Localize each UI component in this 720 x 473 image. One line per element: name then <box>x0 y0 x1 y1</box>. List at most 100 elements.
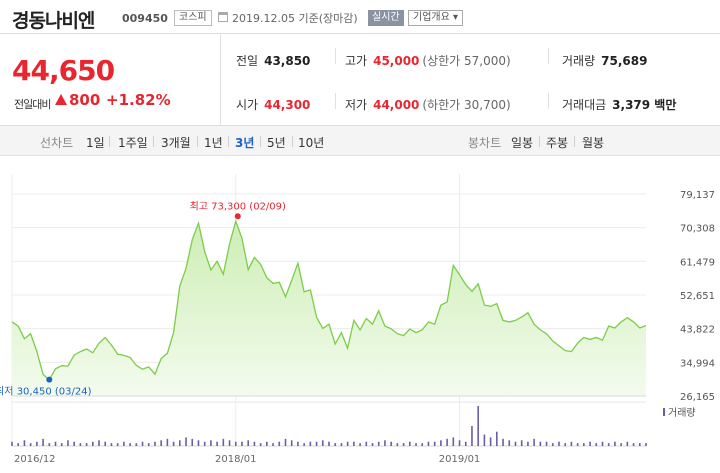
period-separator <box>153 136 154 147</box>
date-basis: 2019.12.05 기준(장마감) <box>232 12 358 25</box>
price-chart[interactable]: 79,137 70,308 61,479 52,651 43,822 34,994 26,1… <box>0 156 720 473</box>
period-3month[interactable]: 3개월 <box>161 136 191 150</box>
company-name[interactable]: 경동나비엔 <box>12 10 95 32</box>
company-info-dropdown[interactable]: 기업개요 ▾ <box>408 10 464 26</box>
period-10year[interactable]: 10년 <box>298 136 325 150</box>
volume-bar <box>321 440 324 446</box>
volume-legend-label: 거래량 <box>668 407 696 419</box>
volume-bar <box>42 438 44 446</box>
volume-bar <box>135 443 138 446</box>
high-annotation: 최고 73,300 (02/09) <box>190 200 286 212</box>
volume-bar <box>297 441 299 446</box>
high-value: 45,000 <box>373 54 420 68</box>
volume-bar <box>328 441 330 446</box>
volume-bar <box>48 443 51 446</box>
y-tick-label: 61,479 <box>680 257 715 268</box>
volume-bar <box>427 441 430 446</box>
company-info-label: 기업개요 <box>413 12 450 23</box>
candle-weekly[interactable]: 주봉 <box>546 136 569 150</box>
volume-bar <box>79 443 82 446</box>
trade-amount-value: 3,379 백만 <box>612 98 677 112</box>
y-tick-label: 70,308 <box>680 224 715 235</box>
volume-bar <box>533 438 535 446</box>
volume-bar <box>98 440 100 446</box>
volume-bar <box>284 438 287 446</box>
volume-bar <box>11 441 13 446</box>
volume-bar <box>384 440 386 446</box>
volume-bar <box>558 441 560 446</box>
period-5year[interactable]: 5년 <box>267 136 286 150</box>
volume-bar <box>539 441 542 446</box>
volume-bar <box>583 443 585 446</box>
trade-amount-cell: 거래대금 3,379 백만 <box>562 96 676 113</box>
period-separator <box>228 136 229 147</box>
low-label: 저가 <box>345 98 368 112</box>
volume-bar <box>179 440 181 446</box>
low-marker <box>46 376 53 383</box>
line-chart-title: 선차트 <box>40 136 74 150</box>
volume-bar <box>23 440 26 446</box>
volume-bar <box>620 443 622 446</box>
volume-bar <box>496 431 498 446</box>
volume-bar <box>104 441 107 446</box>
volume-bar <box>110 443 113 446</box>
candle-monthly[interactable]: 월봉 <box>582 136 605 150</box>
volume-bar <box>92 441 94 446</box>
candle-daily[interactable]: 일봉 <box>511 136 534 150</box>
volume-bar <box>266 441 268 446</box>
diff-value: 800 <box>69 91 101 109</box>
volume-bar <box>241 441 243 446</box>
realtime-button[interactable]: 실시간 <box>368 10 404 26</box>
volume-bar <box>446 438 448 446</box>
volume-bar <box>502 438 504 446</box>
period-1week[interactable]: 1주일 <box>118 136 148 150</box>
volume-bar <box>402 443 405 446</box>
volume-bar <box>452 437 455 446</box>
volume-bar <box>458 440 461 446</box>
volume-bar <box>222 438 225 446</box>
volume-bar <box>551 443 554 446</box>
volume-bar <box>601 441 604 446</box>
volume-bar <box>228 440 231 446</box>
volume-bar <box>433 441 436 446</box>
volume-bar <box>471 426 473 446</box>
volume-bar <box>123 441 125 446</box>
volume-bar <box>147 443 150 446</box>
volume-bar <box>377 441 380 446</box>
volume-label: 거래량 <box>562 54 596 68</box>
volume-bar <box>160 440 162 446</box>
period-1day[interactable]: 1일 <box>86 136 105 150</box>
volume-bar <box>489 437 492 446</box>
prev-close-cell: 전일 43,850 <box>236 52 310 69</box>
period-bar: 선차트 1일 1주일 3개월 1년 3년 5년 10년 봉차트 일봉 주봉 월봉 <box>0 126 720 156</box>
period-3year[interactable]: 3년 <box>235 136 255 150</box>
volume-bar <box>278 441 281 446</box>
period-1year[interactable]: 1년 <box>204 136 223 150</box>
period-separator <box>292 136 293 147</box>
low-value: 44,000 <box>373 98 420 112</box>
volume-bar <box>334 443 337 446</box>
price-summary: 44,650 전일대비 800 +1.82% 전일 43,850 고가 45,000… <box>0 34 720 126</box>
x-tick-label: 2019/01 <box>439 454 481 465</box>
open-value: 44,300 <box>264 98 311 112</box>
volume-bar <box>415 443 417 446</box>
prev-close-value: 43,850 <box>264 54 311 68</box>
volume-bar <box>638 443 641 446</box>
volume-bar <box>409 441 411 446</box>
cell-divider <box>335 48 336 64</box>
volume-bar <box>607 443 610 446</box>
high-cell: 고가 45,000 (상한가 57,000) <box>345 52 511 69</box>
volume-bar <box>589 441 591 446</box>
volume-bar <box>396 443 399 446</box>
volume-bar <box>477 406 479 446</box>
volume-bar <box>576 443 579 446</box>
volume-bar <box>191 438 194 446</box>
y-tick-label: 34,994 <box>680 358 715 369</box>
volume-bar <box>197 440 200 446</box>
volume-bar <box>54 441 57 446</box>
price-area <box>12 221 646 396</box>
period-separator <box>260 136 261 147</box>
price-chart-svg: 79,137 70,308 61,479 52,651 43,822 34,994 26,1… <box>0 174 715 465</box>
high-marker <box>234 213 241 220</box>
volume-bar <box>203 441 206 446</box>
